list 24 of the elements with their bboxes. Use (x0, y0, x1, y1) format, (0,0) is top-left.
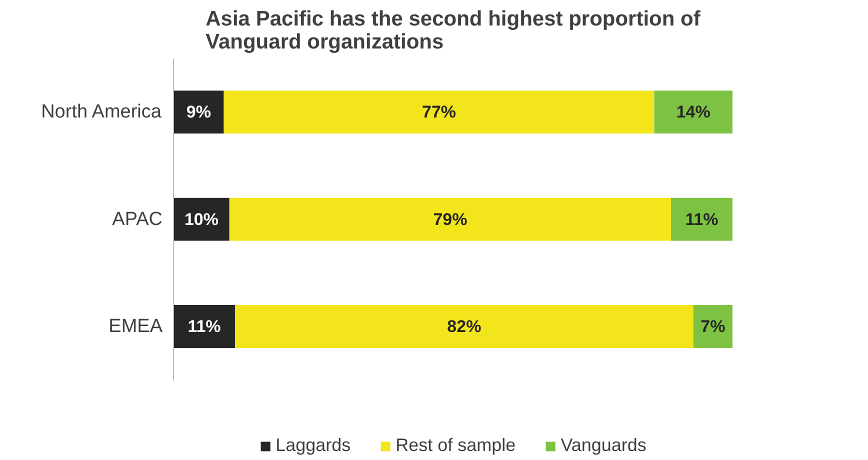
legend-label: Laggards (276, 435, 351, 456)
chart-title: Asia Pacific has the second highest proportion of Vanguard organizations (206, 8, 702, 54)
data-label: 11% (685, 210, 718, 229)
data-label: 77% (422, 102, 456, 122)
data-label: 14% (676, 102, 710, 122)
y-tick-label: North America (41, 102, 162, 123)
data-label: 79% (433, 210, 468, 229)
y-tick-label: APAC (112, 208, 163, 230)
legend-label: Vanguards (560, 435, 646, 456)
data-label: 11% (188, 317, 221, 336)
bar (234, 305, 694, 348)
legend-label: Rest of sample (396, 435, 516, 456)
bar (693, 305, 732, 348)
bar (229, 198, 672, 241)
data-label: 82% (447, 317, 482, 336)
data-label: 10% (184, 210, 218, 229)
bar (174, 305, 235, 348)
bar (671, 198, 732, 241)
data-label: 7% (700, 317, 726, 336)
bar (174, 90, 224, 134)
data-label: 9% (186, 102, 211, 122)
bar (224, 90, 654, 134)
bar (654, 90, 732, 134)
y-tick-label: EMEA (108, 316, 163, 337)
